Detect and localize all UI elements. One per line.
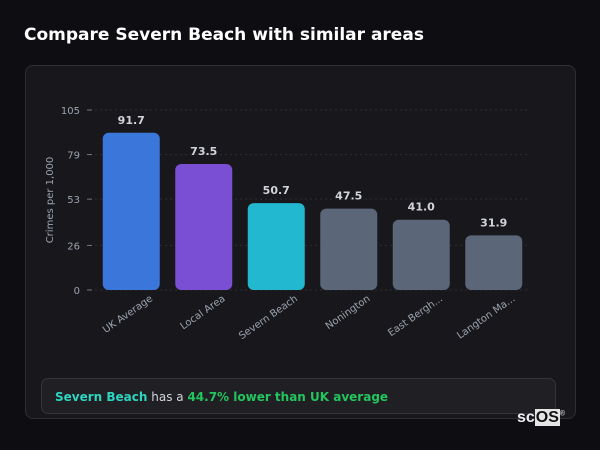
page-title: Compare Severn Beach with similar areas — [24, 25, 424, 45]
x-tick-label: Nonington — [324, 293, 373, 332]
comparison-value: 44.7% lower than UK average — [187, 390, 389, 404]
x-tick-label: Langton Ma... — [455, 293, 517, 341]
data-label: 41.0 — [408, 201, 435, 214]
comparison-summary: Severn Beach has a 44.7% lower than UK a… — [41, 378, 556, 414]
y-tick-label: 0 — [74, 286, 80, 297]
bar — [102, 132, 160, 290]
data-label: 73.5 — [190, 145, 217, 158]
bar — [465, 235, 523, 290]
area-name: Severn Beach — [55, 390, 148, 404]
data-label: 50.7 — [263, 184, 290, 197]
x-tick-label: UK Average — [101, 293, 155, 335]
y-tick-label: 79 — [67, 151, 80, 162]
x-tick-label: Local Area — [178, 293, 227, 332]
y-tick-label: 26 — [67, 241, 80, 252]
bar — [320, 208, 378, 290]
scos-logo: scOS® — [517, 409, 566, 426]
data-label: 31.9 — [480, 216, 507, 229]
data-label: 47.5 — [335, 190, 362, 203]
y-axis-label: Crimes per 1,000 — [45, 157, 56, 244]
bar — [247, 203, 305, 290]
x-tick-label: Severn Beach — [237, 293, 300, 342]
x-tick-label: East Bergh... — [386, 293, 445, 339]
y-tick-label: 53 — [67, 195, 80, 206]
data-label: 91.7 — [118, 114, 145, 127]
y-tick-label: 105 — [61, 106, 80, 117]
bar — [392, 219, 450, 290]
summary-text: has a — [147, 390, 188, 404]
bar — [175, 164, 233, 290]
